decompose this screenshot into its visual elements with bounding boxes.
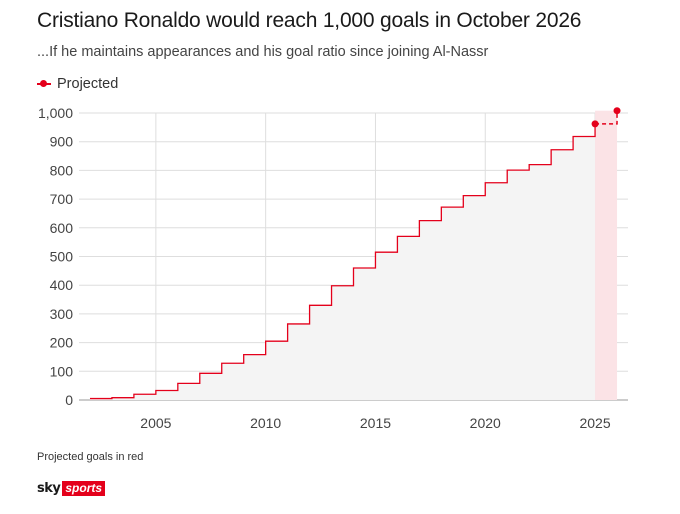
- sky-sports-logo: sky sports: [37, 480, 106, 496]
- career-goals-line: [89, 123, 596, 400]
- projected-area: [595, 110, 618, 400]
- x-tick-label: 2015: [360, 415, 391, 431]
- x-tick-label: 2010: [250, 415, 281, 431]
- y-tick-label: 1,000: [38, 105, 73, 121]
- chart-title: Cristiano Ronaldo would reach 1,000 goal…: [37, 9, 582, 32]
- projected-point: [613, 107, 621, 115]
- y-tick-label: 400: [50, 277, 74, 293]
- goals-chart: 0 100 200 300 400 500 600 700 800 900 1,000 2005 201…: [38, 105, 628, 431]
- x-tick-label: 2025: [579, 415, 610, 431]
- y-tick-label: 700: [50, 191, 74, 207]
- x-tick-label: 2020: [470, 415, 501, 431]
- chart-subtitle: ...If he maintains appearances and his g…: [37, 44, 489, 60]
- legend-projected-label: Projected: [57, 76, 119, 92]
- y-tick-label: 600: [50, 220, 74, 236]
- y-tick-label: 900: [50, 134, 74, 150]
- y-tick-label: 200: [50, 335, 74, 351]
- projected-legend-icon: [37, 79, 51, 89]
- legend: Projected: [37, 76, 118, 92]
- y-tick-label: 500: [50, 249, 74, 265]
- history-area: [89, 123, 596, 400]
- projected-line: [595, 110, 618, 125]
- y-tick-label: 0: [65, 392, 73, 408]
- y-tick-label: 800: [50, 162, 74, 178]
- logo-sports-text: sports: [62, 480, 106, 496]
- y-tick-label: 100: [50, 363, 74, 379]
- logo-sky-text: sky: [37, 480, 61, 496]
- y-tick-label: 300: [50, 306, 74, 322]
- x-tick-label: 2005: [140, 415, 171, 431]
- footnote: Projected goals in red: [37, 451, 144, 463]
- projected-point: [591, 120, 599, 128]
